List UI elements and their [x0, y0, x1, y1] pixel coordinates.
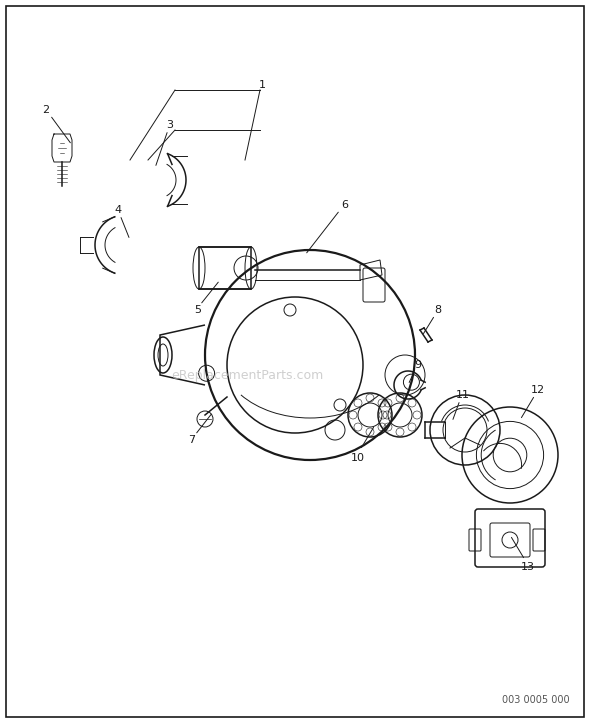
Text: 6: 6 [342, 200, 349, 210]
Text: 5: 5 [195, 305, 202, 315]
Text: 12: 12 [531, 385, 545, 395]
Text: 3: 3 [166, 120, 173, 130]
Text: 1: 1 [258, 80, 266, 90]
Text: 13: 13 [521, 562, 535, 572]
Text: 4: 4 [114, 205, 122, 215]
Text: 9: 9 [414, 360, 422, 370]
Text: 7: 7 [188, 435, 195, 445]
Text: 003 0005 000: 003 0005 000 [502, 695, 570, 705]
Text: 2: 2 [42, 105, 50, 115]
Text: 10: 10 [351, 453, 365, 463]
Text: eReplacementParts.com: eReplacementParts.com [172, 369, 324, 382]
Text: 11: 11 [456, 390, 470, 400]
Text: 8: 8 [434, 305, 441, 315]
